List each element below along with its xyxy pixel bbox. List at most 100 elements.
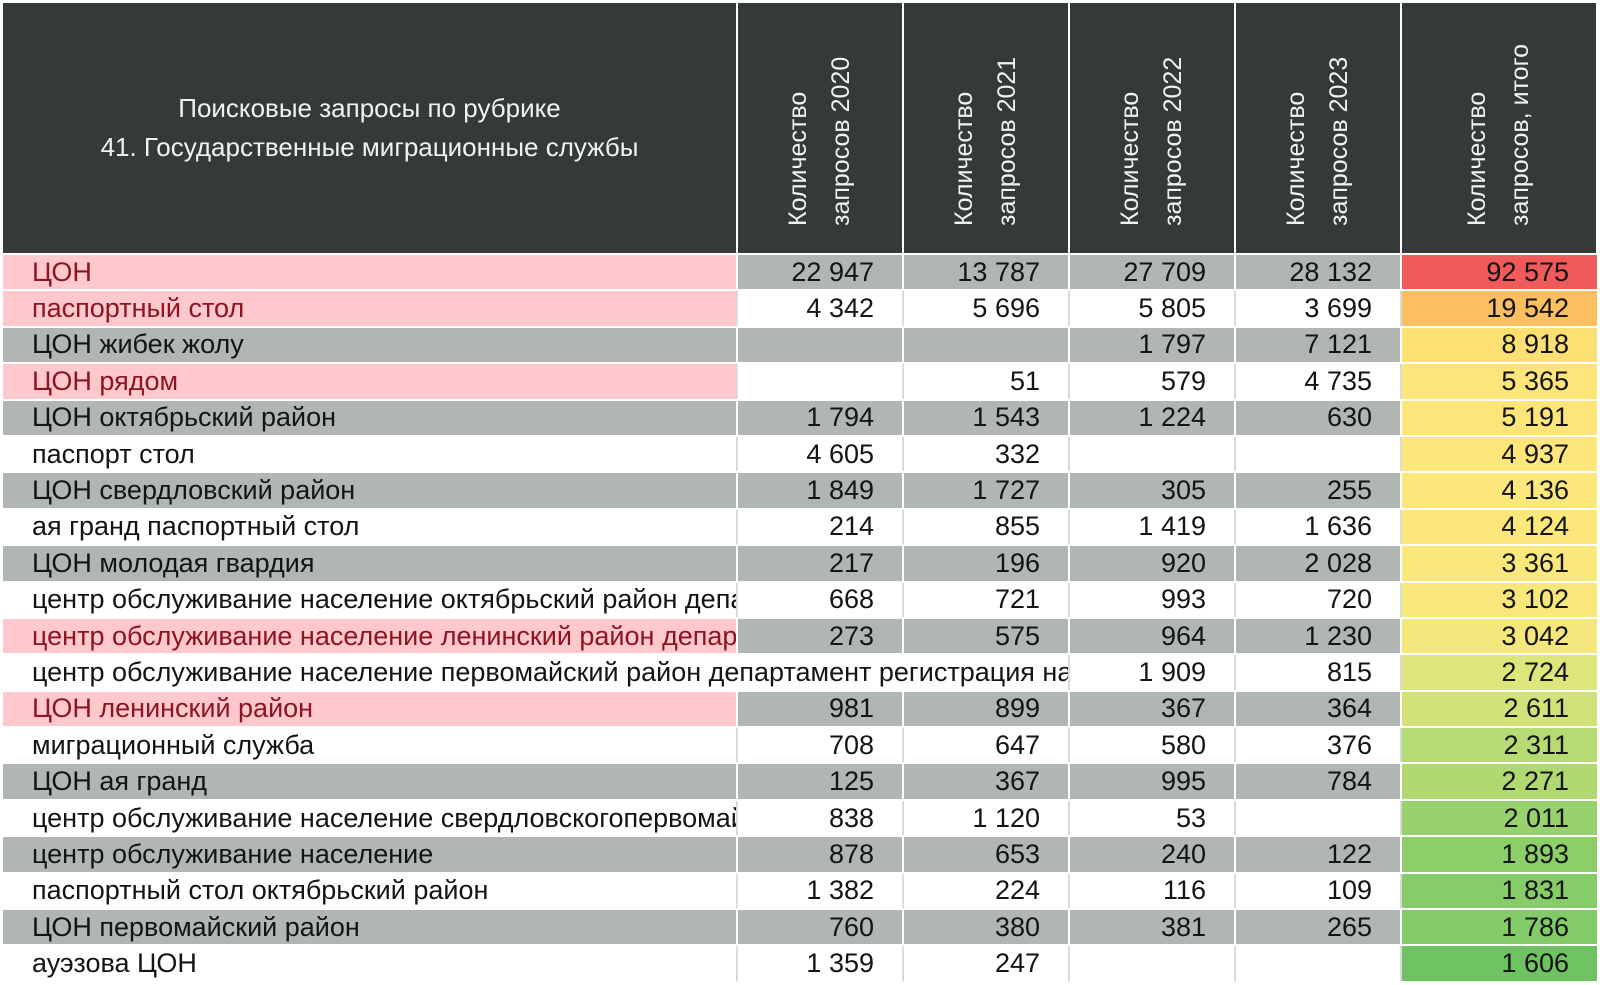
query-cell: ЦОН свердловский район [3,472,737,510]
table-row: паспорт стол 4 605 332 4 937 [3,435,1597,474]
value-cell-2022: 240 [1068,836,1235,874]
search-queries-table: Поисковые запросы по рубрике 41. Государ… [3,3,1598,983]
value-cell-2021 [902,326,1069,365]
value-cell-2022: 305 [1068,472,1235,510]
value-cell-2022: 381 [1068,909,1235,947]
value-cell-2023: 2 028 [1234,545,1401,583]
value-cell-2020: 981 [736,690,903,729]
value-cell-2021: 1 543 [902,399,1069,437]
value-cell-2022: 116 [1068,872,1235,911]
query-cell: центр обслуживание население октябрьский… [3,581,737,619]
value-cell-2022: 1 419 [1068,508,1235,547]
table-body: ЦОН 22 947 13 787 27 709 28 132 92 575 паспорт… [3,254,1597,983]
value-cell-2021: 1 727 [902,472,1069,510]
total-cell: 1 786 [1400,909,1597,947]
value-cell-2020: 1 794 [736,399,903,437]
table-row: ЦОН первомайский район 760 380 381 265 1 786 [3,909,1597,947]
value-cell-2023: 720 [1234,581,1401,619]
value-cell-2021: 653 [902,836,1069,874]
value-cell-2023: 3 699 [1234,290,1401,328]
total-cell: 2 271 [1400,763,1597,801]
total-cell: 5 365 [1400,363,1597,401]
total-cell: 1 893 [1400,836,1597,874]
value-cell-2022: 920 [1068,545,1235,583]
value-cell-2020: 1 359 [736,945,903,983]
value-cell-2020: 760 [736,909,903,947]
value-cell-2023: 376 [1234,727,1401,765]
value-cell-2023 [1234,435,1401,474]
table-title-line-2: 41. Государственные миграционные службы [100,132,639,162]
total-cell: 2 311 [1400,727,1597,765]
value-cell-2020: 217 [736,545,903,583]
value-cell-2021: 855 [902,508,1069,547]
table-row: центр обслуживание население октябрьский… [3,581,1597,619]
total-cell: 4 937 [1400,435,1597,474]
table-row: ЦОН ленинский район 981 899 367 364 2 611 [3,690,1597,729]
value-cell-2022 [1068,435,1235,474]
value-cell-2023: 630 [1234,399,1401,437]
value-cell-2021: 899 [902,690,1069,729]
table-row: ЦОН рядом 51 579 4 735 5 365 [3,363,1597,401]
table-title-cell: Поисковые запросы по рубрике 41. Государ… [3,3,738,255]
table-row: центр обслуживание население 878 653 240 122… [3,836,1597,874]
value-cell-2022 [1068,945,1235,983]
value-cell-2020: 214 [736,508,903,547]
value-cell-2022: 5 805 [1068,290,1235,328]
query-cell: ЦОН рядом [3,363,737,401]
value-cell-2023: 7 121 [1234,326,1401,365]
value-cell-2021: 575 [902,617,1069,656]
value-cell-2020: 4 342 [736,290,903,328]
value-cell-2021: 1 120 [902,799,1069,838]
total-cell: 1 831 [1400,872,1597,911]
query-cell: ЦОН октябрьский район [3,399,737,437]
total-cell: 2 724 [1400,654,1597,692]
query-cell: ЦОН [3,254,737,292]
value-cell-2022: 580 [1068,727,1235,765]
value-cell-2022: 579 [1068,363,1235,401]
value-cell-2020: 22 947 [736,254,903,292]
table-row: ЦОН 22 947 13 787 27 709 28 132 92 575 [3,254,1597,292]
table-row: паспортный стол 4 342 5 696 5 805 3 699 19 54… [3,290,1597,328]
total-cell: 2 611 [1400,690,1597,729]
value-cell-2023: 784 [1234,763,1401,801]
table-row: ЦОН молодая гвардия 217 196 920 2 028 3 361 [3,545,1597,583]
table-row: паспортный стол октябрьский район 1 382 22… [3,872,1597,911]
value-cell-2023: 364 [1234,690,1401,729]
value-cell-2020: 1 849 [736,472,903,510]
value-cell-2023: 4 735 [1234,363,1401,401]
table-header: Поисковые запросы по рубрике 41. Государ… [3,3,1598,255]
column-header-2023-label: Количество запросов 2023 [1282,56,1353,226]
value-cell-2023: 815 [1234,654,1401,692]
query-cell: центр обслуживание население ленинский р… [3,617,737,656]
query-cell: паспортный стол октябрьский район [3,872,737,911]
query-cell: ауэзова ЦОН [3,945,737,983]
column-header-2021: Количество запросов 2021 [902,3,1070,255]
value-cell-2020: 125 [736,763,903,801]
value-cell-2021: 367 [902,763,1069,801]
value-cell-2020: 1 382 [736,872,903,911]
column-header-2021-label: Количество запросов 2021 [950,56,1021,226]
query-cell: ЦОН жибек жолу [3,326,737,365]
value-cell-2020 [736,326,903,365]
total-cell: 3 102 [1400,581,1597,619]
value-cell-2021: 721 [902,581,1069,619]
query-cell: паспорт стол [3,435,737,474]
value-cell-2021: 51 [902,363,1069,401]
value-cell-2020: 878 [736,836,903,874]
value-cell-2022: 367 [1068,690,1235,729]
query-cell: ЦОН молодая гвардия [3,545,737,583]
query-cell: центр обслуживание население [3,836,737,874]
total-cell: 8 918 [1400,326,1597,365]
table-row: ЦОН свердловский район 1 849 1 727 305 255 4 … [3,472,1597,510]
table-row: ЦОН октябрьский район 1 794 1 543 1 224 630 5… [3,399,1597,437]
value-cell-2020: 838 [736,799,903,838]
total-cell: 3 361 [1400,545,1597,583]
total-cell: 2 011 [1400,799,1597,838]
value-cell-2022: 995 [1068,763,1235,801]
query-cell: ЦОН ленинский район [3,690,737,729]
value-cell-2023 [1234,799,1401,838]
value-cell-2021: 647 [902,727,1069,765]
total-cell: 3 042 [1400,617,1597,656]
column-header-total-label: Количество запросов, итого [1463,43,1534,226]
query-cell: центр обслуживание население свердловско… [3,799,737,838]
